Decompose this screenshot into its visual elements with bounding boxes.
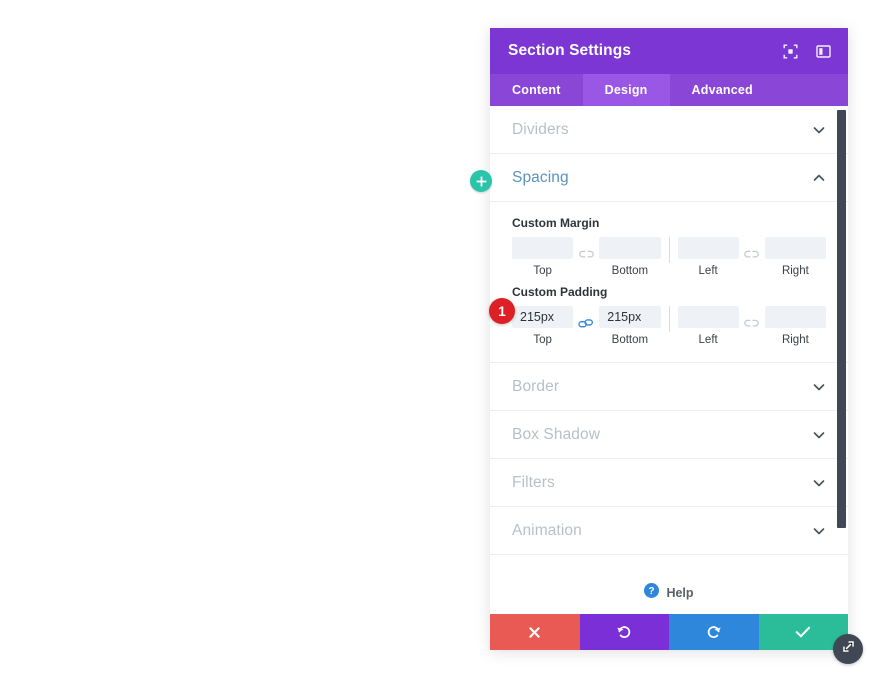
modal-footer: [490, 614, 848, 650]
padding-left-right-link-toggle[interactable]: [739, 315, 765, 337]
close-icon: [528, 626, 541, 639]
margin-left-input[interactable]: [677, 237, 739, 259]
padding-bottom-input[interactable]: [599, 306, 661, 328]
margin-top-cell: Top: [512, 237, 574, 277]
link-connected-icon: [578, 317, 594, 335]
layout-panel-icon[interactable]: [815, 43, 832, 60]
accordion-border-label: Border: [512, 377, 560, 395]
chevron-down-icon: [812, 380, 826, 394]
padding-top-cell: Top: [512, 306, 574, 346]
margin-right-caption: Right: [781, 265, 809, 277]
custom-margin-label: Custom Margin: [512, 216, 600, 230]
margin-left-cell: Left: [677, 237, 739, 277]
cancel-button[interactable]: [490, 614, 580, 650]
undo-button[interactable]: [579, 614, 669, 650]
padding-bottom-caption: Bottom: [611, 334, 649, 346]
modal-header: Section Settings: [490, 28, 848, 74]
margin-bottom-input[interactable]: [599, 237, 661, 259]
chevron-down-icon: [812, 524, 826, 538]
page-title: Section Settings: [508, 42, 632, 59]
custom-padding-group: Top: [512, 306, 826, 346]
plus-icon: [476, 176, 487, 187]
accordion-box-shadow-label: Box Shadow: [512, 425, 601, 443]
undo-icon: [616, 624, 632, 640]
custom-margin-group: Top: [512, 237, 826, 277]
redo-icon: [706, 624, 722, 640]
link-broken-icon: [579, 248, 594, 266]
custom-padding-label: Custom Padding: [512, 285, 608, 299]
tab-content[interactable]: Content: [512, 83, 561, 97]
header-actions: [782, 43, 832, 60]
accordion-dividers-label: Dividers: [512, 120, 569, 138]
padding-left-cell: Left: [677, 306, 739, 346]
padding-left-right-half: Left: [677, 306, 826, 346]
accordion-spacing-label: Spacing: [512, 168, 569, 186]
margin-bottom-caption: Bottom: [611, 265, 649, 277]
padding-left-caption: Left: [698, 334, 718, 346]
resize-handle[interactable]: [833, 634, 863, 664]
modal-body: Dividers Spacing Custom Margin: [490, 106, 848, 614]
margin-top-bottom-half: Top: [512, 237, 661, 277]
accordion-filters[interactable]: Filters: [490, 459, 848, 507]
accordion-spacing[interactable]: Spacing: [490, 154, 848, 202]
spacing-panel: Custom Margin Top: [490, 202, 848, 363]
margin-top-bottom-link-toggle[interactable]: [573, 246, 599, 268]
spacing-divider: [668, 237, 670, 263]
help-row[interactable]: ? Help: [490, 555, 848, 603]
accordion-filters-label: Filters: [512, 473, 555, 491]
section-settings-modal: Section Settings: [490, 28, 848, 650]
padding-bottom-cell: Bottom: [599, 306, 661, 346]
padding-left-input[interactable]: [677, 306, 739, 328]
padding-right-input[interactable]: [764, 306, 826, 328]
padding-right-caption: Right: [781, 334, 809, 346]
resize-diagonal-icon: [841, 639, 856, 659]
accordion-box-shadow[interactable]: Box Shadow: [490, 411, 848, 459]
scrollbar-track[interactable]: [837, 106, 846, 614]
padding-top-bottom-link-toggle[interactable]: [573, 315, 599, 337]
margin-left-caption: Left: [698, 265, 718, 277]
scrollbar-thumb[interactable]: [837, 110, 846, 528]
settings-scroll-area: Dividers Spacing Custom Margin: [490, 106, 848, 614]
accordion-animation[interactable]: Animation: [490, 507, 848, 555]
link-broken-icon: [744, 317, 759, 335]
padding-top-input[interactable]: [512, 306, 574, 328]
tab-design[interactable]: Design: [582, 74, 670, 106]
chevron-down-icon: [812, 123, 826, 137]
redo-button[interactable]: [669, 614, 759, 650]
chevron-down-icon: [812, 476, 826, 490]
margin-right-cell: Right: [764, 237, 826, 277]
spacing-divider: [668, 306, 670, 332]
margin-right-input[interactable]: [764, 237, 826, 259]
accordion-animation-label: Animation: [512, 521, 582, 539]
chevron-up-icon: [812, 171, 826, 185]
margin-bottom-cell: Bottom: [599, 237, 661, 277]
add-section-button[interactable]: [470, 170, 492, 192]
margin-left-right-half: Left: [677, 237, 826, 277]
callout-badge-1: 1: [489, 298, 515, 324]
link-broken-icon: [744, 248, 759, 266]
tab-advanced[interactable]: Advanced: [691, 83, 753, 97]
check-icon: [795, 625, 811, 639]
margin-top-caption: Top: [533, 265, 552, 277]
help-label: Help: [666, 586, 694, 600]
padding-top-caption: Top: [533, 334, 552, 346]
margin-top-input[interactable]: [512, 237, 574, 259]
accordion-dividers[interactable]: Dividers: [490, 106, 848, 154]
padding-right-cell: Right: [764, 306, 826, 346]
accordion-border[interactable]: Border: [490, 363, 848, 411]
padding-top-bottom-half: Top: [512, 306, 661, 346]
focus-icon[interactable]: [782, 43, 799, 60]
help-circle-icon: ?: [644, 583, 660, 603]
chevron-down-icon: [812, 428, 826, 442]
modal-tabs: Content Design Advanced: [490, 74, 848, 106]
svg-text:?: ?: [649, 586, 655, 597]
margin-left-right-link-toggle[interactable]: [739, 246, 765, 268]
